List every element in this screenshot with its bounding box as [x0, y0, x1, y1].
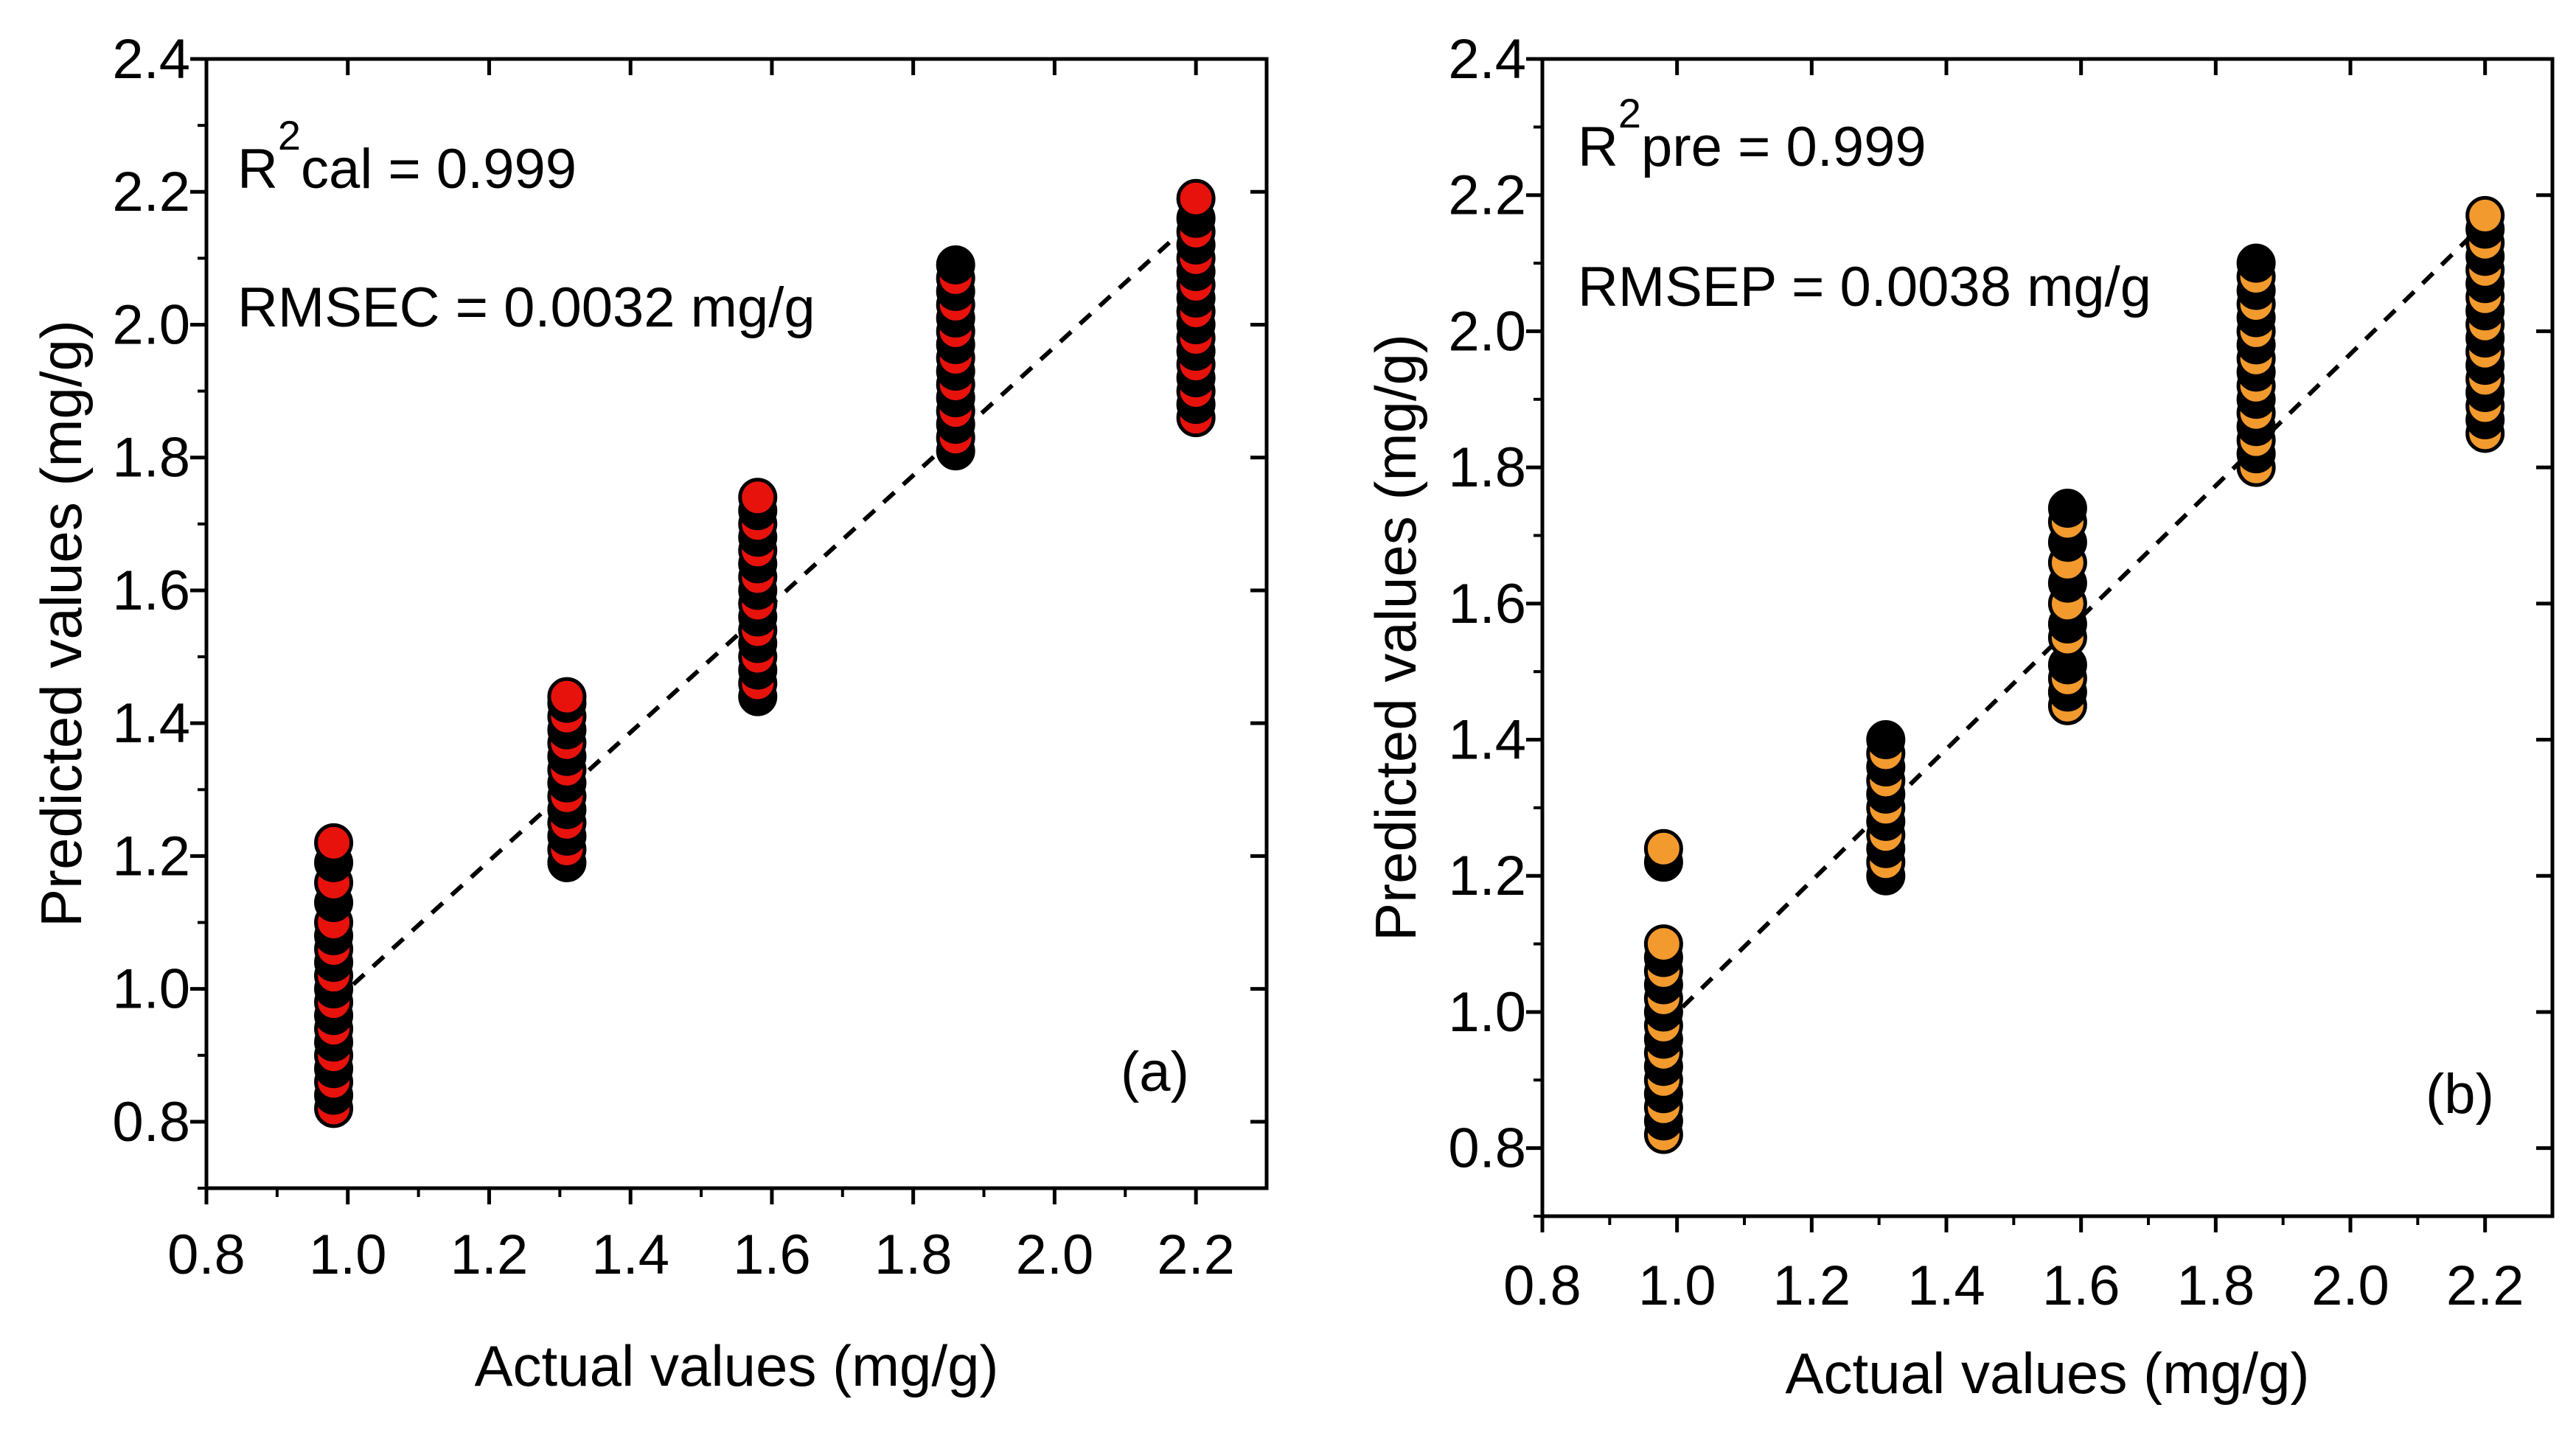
x-tick-label: 2.2 — [1157, 1224, 1235, 1286]
y-axis-title: Predicted values (mg/g) — [29, 320, 94, 927]
y-tick-label: 1.8 — [1448, 436, 1526, 499]
x-tick-label: 1.8 — [2177, 1255, 2255, 1317]
y-tick-label: 1.8 — [112, 427, 190, 489]
y-tick-label: 1.6 — [1448, 573, 1526, 635]
y-tick-label: 2.2 — [1448, 164, 1526, 227]
data-point — [2047, 489, 2087, 528]
x-tick-label: 1.6 — [733, 1224, 811, 1286]
y-tick-label: 2.2 — [112, 161, 190, 223]
y-tick-label: 1.6 — [112, 559, 190, 622]
chart-panel-b: 0.8 1.0 1.2 1.4 1.6 1.8 2.0 2.2 0.8 1.0 1.2 1.4 1.6 1… — [1363, 28, 2555, 1406]
x-axis-title: Actual values (mg/g) — [1786, 1341, 2310, 1406]
data-point — [2465, 195, 2505, 235]
panel-label: (b) — [2426, 1063, 2494, 1126]
data-point — [738, 478, 778, 517]
x-tick-label: 2.0 — [2311, 1255, 2389, 1317]
data-point — [1643, 924, 1683, 964]
panel-label: (a) — [1121, 1041, 1189, 1103]
x-tick-label: 1.6 — [2042, 1255, 2120, 1317]
data-point — [1176, 178, 1216, 218]
y-tick-label: 0.8 — [1448, 1117, 1526, 1180]
x-tick-label: 2.2 — [2446, 1255, 2524, 1317]
r2-annotation: R2cal = 0.999 — [237, 112, 577, 200]
y-tick-label: 1.0 — [112, 958, 190, 1021]
x-tick-label: 1.4 — [1907, 1255, 1985, 1317]
y-tick-label: 1.2 — [112, 825, 190, 887]
data-point — [936, 245, 975, 285]
x-tick-label: 1.2 — [450, 1224, 529, 1286]
data-point — [1866, 720, 1906, 760]
y-tick-label: 1.2 — [1448, 845, 1526, 907]
y-tick-label: 2.4 — [112, 28, 190, 91]
x-axis-title: Actual values (mg/g) — [475, 1333, 999, 1398]
data-point — [1643, 828, 1683, 868]
fit-line — [1662, 220, 2487, 1027]
y-tick-label: 2.4 — [1448, 28, 1526, 91]
x-tick-label: 1.8 — [874, 1224, 953, 1286]
x-tick-label: 1.2 — [1773, 1255, 1851, 1317]
data-point — [2236, 243, 2276, 283]
data-point — [547, 677, 587, 716]
x-tick-label: 1.0 — [1638, 1255, 1716, 1317]
x-tick-label: 1.0 — [309, 1224, 387, 1286]
y-tick-label: 1.0 — [1448, 981, 1526, 1044]
x-tick-label: 2.0 — [1016, 1224, 1094, 1286]
y-tick-label: 1.4 — [112, 692, 190, 755]
x-tick-label: 0.8 — [1503, 1255, 1581, 1317]
rmse-annotation: RMSEC = 0.0032 mg/g — [237, 276, 815, 339]
data-point — [314, 823, 354, 862]
y-tick-label: 1.4 — [1448, 709, 1526, 772]
y-axis-title: Predicted values (mg/g) — [1363, 334, 1428, 941]
rmse-annotation: RMSEP = 0.0038 mg/g — [1578, 256, 2151, 318]
y-tick-label: 2.0 — [1448, 300, 1526, 363]
y-tick-label: 0.8 — [112, 1091, 190, 1154]
plot-frame — [1540, 57, 2555, 1218]
x-tick-label: 1.4 — [591, 1224, 669, 1286]
x-tick-label: 0.8 — [167, 1224, 246, 1286]
fit-line — [332, 217, 1198, 1004]
chart-panel-a: 0.8 1.0 1.2 1.4 1.6 1.8 2.0 2.2 0.8 1.0 1.2 1.4 1.6 1… — [29, 28, 1269, 1398]
plot-frame — [204, 57, 1269, 1190]
y-tick-label: 2.0 — [112, 293, 190, 356]
r2-annotation: R2pre = 0.999 — [1578, 90, 1926, 178]
